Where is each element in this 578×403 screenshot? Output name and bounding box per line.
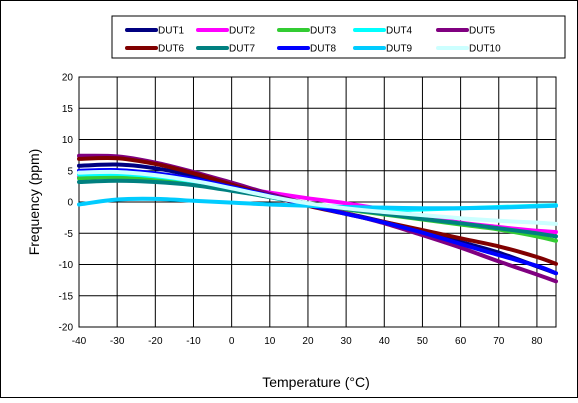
x-tick-label: -10 — [186, 336, 201, 347]
x-tick-label: -30 — [110, 336, 125, 347]
y-tick-label: -10 — [59, 260, 74, 271]
legend-label-dut1: DUT1 — [158, 26, 185, 37]
legend: DUT1 DUT2 DUT3 DUT4 DUT5 DUT6 DUT7 DUT8 DUT9 DUT1… — [111, 15, 566, 59]
x-tick-label: -40 — [72, 336, 87, 347]
series-lines — [77, 153, 558, 284]
x-axis-title: Temperature (°C) — [262, 374, 370, 390]
x-tick-label: 10 — [264, 336, 276, 347]
x-tick-label: 20 — [302, 336, 314, 347]
x-tick-labels: -40 -30 -20 -10 0 10 20 30 40 50 60 70 80 — [72, 336, 543, 347]
legend-label-dut8: DUT8 — [310, 44, 337, 55]
x-tick-label: 0 — [229, 336, 235, 347]
x-tick-label: 80 — [531, 336, 543, 347]
x-tick-label: 60 — [455, 336, 467, 347]
legend-label-dut4: DUT4 — [386, 26, 413, 37]
legend-label-dut7: DUT7 — [229, 44, 256, 55]
y-tick-label: 0 — [67, 198, 73, 209]
x-tick-label: 30 — [341, 336, 353, 347]
legend-label-dut6: DUT6 — [158, 44, 185, 55]
legend-label-dut2: DUT2 — [229, 26, 256, 37]
x-tick-label: 50 — [417, 336, 429, 347]
legend-label-dut5: DUT5 — [469, 26, 496, 37]
y-tick-labels: 20 15 10 5 0 -5 -10 -15 -20 — [59, 73, 74, 334]
y-tick-label: -5 — [64, 229, 73, 240]
legend-label-dut10: DUT10 — [469, 44, 501, 55]
y-tick-label: 5 — [67, 166, 73, 177]
y-tick-label: -15 — [59, 291, 74, 302]
legend-box — [111, 15, 566, 59]
grid — [78, 76, 556, 328]
y-axis-title: Frequency (ppm) — [26, 149, 42, 256]
x-tick-label: 70 — [493, 336, 505, 347]
x-tick-label: 40 — [379, 336, 391, 347]
series-line-dut10 — [77, 169, 558, 226]
legend-label-dut9: DUT9 — [386, 44, 413, 55]
plot-area — [78, 76, 557, 328]
y-tick-label: 15 — [62, 104, 74, 115]
x-tick-label: -20 — [148, 336, 163, 347]
y-tick-label: 20 — [62, 73, 74, 84]
legend-label-dut3: DUT3 — [310, 26, 337, 37]
y-tick-label: 10 — [62, 135, 74, 146]
y-tick-label: -20 — [59, 323, 74, 334]
